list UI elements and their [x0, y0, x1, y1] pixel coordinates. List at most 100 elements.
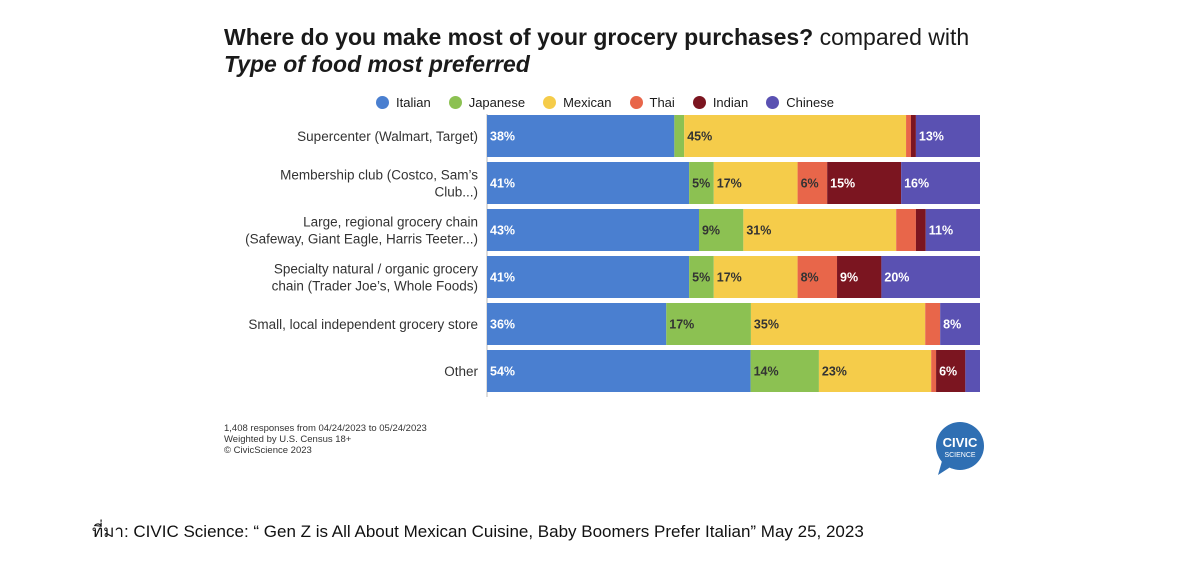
- bar-segment-indian: [936, 350, 966, 392]
- legend-item-mexican: Mexican: [543, 94, 612, 110]
- bar-segment-indian: [910, 115, 916, 157]
- legend-item-thai: Thai: [629, 94, 675, 110]
- data-label: 43%: [490, 224, 515, 238]
- legend-item-indian: Indian: [692, 95, 748, 110]
- legend-item-chinese: Chinese: [766, 95, 834, 110]
- bar-segment-chinese: [915, 115, 980, 157]
- legend-label: Thai: [649, 94, 675, 110]
- chart-title: Where do you make most of your grocery p…: [224, 24, 1024, 78]
- bar-segment-italian: [487, 209, 699, 251]
- data-label: 35%: [754, 318, 779, 332]
- data-label: 45%: [687, 130, 712, 144]
- note-copyright: © CivicScience 2023: [224, 445, 312, 456]
- bar-segment-chinese: [901, 162, 980, 204]
- bar-segment-japanese: [666, 303, 751, 345]
- data-label: 31%: [746, 224, 771, 238]
- title-question: Where do you make most of your grocery p…: [224, 24, 814, 50]
- data-label: 5%: [692, 177, 710, 191]
- bar-segment-chinese: [925, 209, 980, 251]
- bar-segment-italian: [487, 115, 675, 157]
- data-label: 11%: [929, 224, 953, 238]
- data-label: 8%: [801, 271, 819, 285]
- data-label: 9%: [702, 224, 720, 238]
- bar-segment-thai: [797, 256, 838, 298]
- legend-swatch: [766, 95, 780, 109]
- source-caption: ที่มา: CIVIC Science: “ Gen Z is All Abo…: [92, 522, 864, 541]
- legend-swatch: [448, 95, 462, 109]
- data-label: 36%: [490, 318, 515, 332]
- category-label: Large, regional grocery chain: [303, 215, 478, 230]
- legend-swatch: [692, 95, 706, 109]
- data-label: 17%: [717, 177, 742, 191]
- bar-segment-japanese: [689, 162, 714, 204]
- data-label: 8%: [943, 318, 961, 332]
- legend-label: Italian: [396, 94, 431, 110]
- chart-legend: Italian Japanese Mexican Thai Indian Chi…: [376, 93, 852, 111]
- legend-item-italian: Italian: [376, 95, 431, 110]
- bar-segment-italian: [487, 350, 751, 392]
- data-label: 20%: [884, 271, 909, 285]
- bar-segment-indian: [827, 162, 902, 204]
- data-label: 41%: [490, 271, 515, 285]
- bar-segment-thai: [896, 209, 916, 251]
- note-weighting: Weighted by U.S. Census 18+: [224, 434, 352, 445]
- data-label: 41%: [490, 177, 515, 191]
- category-label: Membership club (Costco, Sam’s: [280, 168, 478, 183]
- category-label: Small, local independent grocery store: [248, 317, 478, 332]
- bar-segment-indian: [837, 256, 882, 298]
- data-label: 9%: [840, 271, 858, 285]
- bar-segment-chinese: [940, 303, 980, 345]
- bar-segment-chinese: [965, 350, 980, 392]
- legend-swatch: [543, 95, 557, 109]
- chart-notes: 1,408 responses from 04/24/2023 to 05/24…: [224, 423, 427, 456]
- category-label: Club...): [434, 185, 478, 200]
- data-label: 6%: [801, 177, 819, 191]
- civic-science-logo: CIVIC SCIENCE: [936, 422, 984, 475]
- bar-segment-japanese: [689, 256, 714, 298]
- bar-segment-mexican: [713, 162, 798, 204]
- bar-segment-thai: [906, 115, 911, 157]
- bar-segment-mexican: [750, 303, 926, 345]
- legend-label: Mexican: [563, 94, 612, 110]
- bar-segment-italian: [487, 162, 690, 204]
- legend-label: Japanese: [468, 94, 526, 110]
- bar-segment-indian: [915, 209, 926, 251]
- data-label: 15%: [830, 177, 855, 191]
- bar-segment-chinese: [881, 256, 980, 298]
- stacked-bar-chart: Supercenter (Walmart, Target) 38% 45% 13% Me…: [245, 114, 980, 397]
- bar-segment-italian: [487, 303, 667, 345]
- data-label: 6%: [939, 365, 957, 379]
- bar-segment-mexican: [743, 209, 897, 251]
- data-label: 16%: [904, 177, 929, 191]
- data-label: 17%: [669, 318, 694, 332]
- data-label: 38%: [490, 130, 515, 144]
- note-responses: 1,408 responses from 04/24/2023 to 05/24…: [224, 423, 427, 434]
- category-label: Supercenter (Walmart, Target): [297, 129, 478, 144]
- bar-segment-mexican: [818, 350, 932, 392]
- bar-segment-thai: [931, 350, 937, 392]
- bar-segment-thai: [925, 303, 941, 345]
- title-subtitle: Type of food most preferred: [224, 51, 530, 77]
- bar-segment-japanese: [750, 350, 819, 392]
- legend-label: Chinese: [786, 94, 834, 110]
- bar-segment-italian: [487, 256, 690, 298]
- category-label: (Safeway, Giant Eagle, Harris Teeter...): [245, 232, 478, 247]
- legend-item-japanese: Japanese: [448, 94, 526, 110]
- logo-line2: SCIENCE: [944, 452, 975, 459]
- bar-segment-japanese: [674, 115, 685, 157]
- data-label: 17%: [717, 271, 742, 285]
- data-label: 5%: [692, 271, 710, 285]
- category-label: Specialty natural / organic grocery: [274, 262, 478, 277]
- data-label: 23%: [822, 365, 847, 379]
- legend-swatch: [629, 95, 643, 109]
- bar-segment-japanese: [698, 209, 744, 251]
- logo-line1: CIVIC: [943, 435, 978, 450]
- legend-swatch: [376, 95, 389, 109]
- data-label: 14%: [754, 365, 779, 379]
- data-label: 54%: [490, 365, 515, 379]
- data-label: 13%: [919, 130, 944, 144]
- category-label: chain (Trader Joe’s, Whole Foods): [272, 279, 478, 294]
- bar-segment-mexican: [713, 256, 798, 298]
- title-compare: compared with: [819, 24, 970, 50]
- category-label: Other: [444, 364, 478, 379]
